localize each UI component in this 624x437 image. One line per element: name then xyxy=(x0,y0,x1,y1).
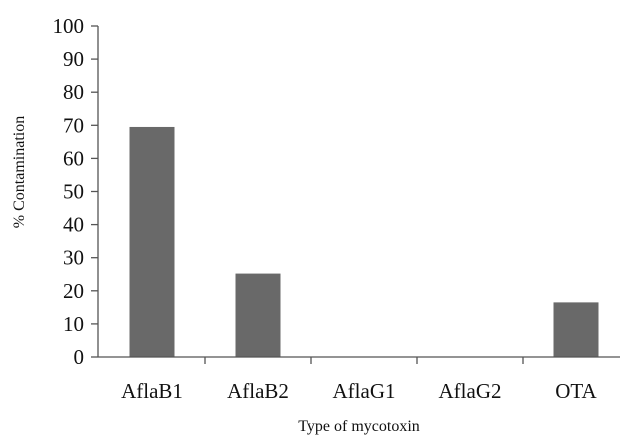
y-tick-label: 40 xyxy=(63,213,84,237)
x-tick-label: AflaG2 xyxy=(439,379,502,403)
y-axis-title: % Contamination xyxy=(11,116,28,228)
bar-aflab2 xyxy=(235,273,281,357)
y-tick-label: 100 xyxy=(53,14,85,38)
y-tick-label: 80 xyxy=(63,80,84,104)
y-tick-label: 90 xyxy=(63,47,84,71)
y-tick-label: 50 xyxy=(63,180,84,204)
y-axis-ticks: 0 10 20 30 40 50 60 70 80 90 100 xyxy=(53,14,98,369)
y-tick-label: 20 xyxy=(63,279,84,303)
y-tick-label: 10 xyxy=(63,312,84,336)
x-axis-title: Type of mycotoxin xyxy=(298,418,420,435)
y-tick-label: 60 xyxy=(63,146,84,170)
bar-aflab1 xyxy=(129,126,175,357)
x-tick-label: OTA xyxy=(555,379,597,403)
x-tick-label: AflaB1 xyxy=(121,379,183,403)
x-tick-label: AflaG1 xyxy=(333,379,396,403)
x-axis-ticks: AflaB1 AflaB2 AflaG1 AflaG2 OTA xyxy=(121,357,598,403)
y-tick-label: 0 xyxy=(74,345,85,369)
x-tick-label: AflaB2 xyxy=(227,379,289,403)
y-tick-label: 70 xyxy=(63,113,84,137)
bars xyxy=(129,126,599,357)
y-tick-label: 30 xyxy=(63,246,84,270)
bar-ota xyxy=(553,302,599,357)
